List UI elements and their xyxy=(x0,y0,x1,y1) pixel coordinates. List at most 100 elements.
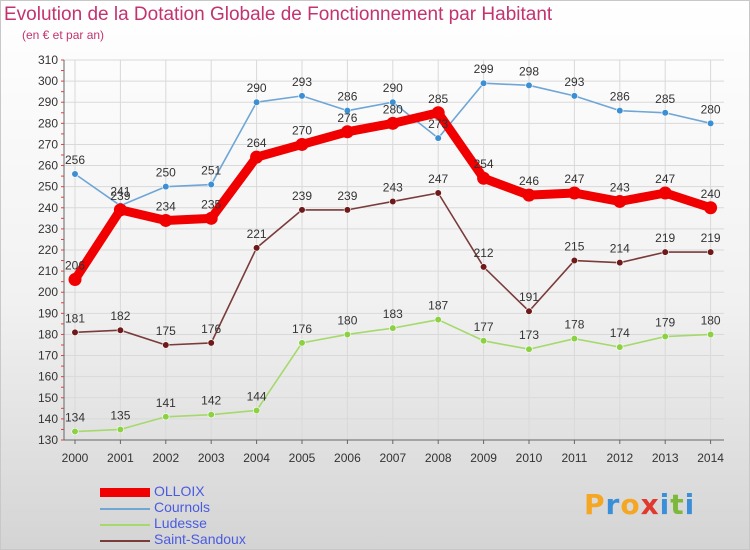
x-tick-label: 2001 xyxy=(107,451,134,465)
data-point-olloix xyxy=(340,125,354,139)
y-tick-label: 300 xyxy=(38,74,58,88)
data-point-olloix xyxy=(613,194,627,208)
x-tick-label: 2005 xyxy=(289,451,316,465)
data-label-cournols: 298 xyxy=(519,64,539,78)
data-label-cournols: 293 xyxy=(292,75,312,89)
data-point-ludesse xyxy=(616,343,624,351)
data-point-olloix xyxy=(522,188,536,202)
legend-label-cournols: Cournols xyxy=(154,499,211,515)
data-label-olloix: 234 xyxy=(156,199,176,213)
data-label-cournols: 241 xyxy=(110,185,130,199)
data-label-saint-sandoux: 239 xyxy=(337,189,357,203)
data-label-saint-sandoux: 214 xyxy=(610,242,630,256)
data-point-saint-sandoux xyxy=(298,206,306,214)
y-tick-label: 130 xyxy=(38,433,58,447)
data-point-cournols xyxy=(616,107,624,115)
y-tick-label: 190 xyxy=(38,306,58,320)
x-tick-label: 2012 xyxy=(606,451,633,465)
data-point-olloix xyxy=(250,150,264,164)
data-point-olloix xyxy=(204,211,218,225)
data-point-ludesse xyxy=(116,425,124,434)
x-tick-label: 2003 xyxy=(198,451,225,465)
data-point-ludesse xyxy=(207,411,215,419)
data-point-saint-sandoux xyxy=(343,206,352,214)
chart-title: Evolution de la Dotation Globale de Fonc… xyxy=(4,4,553,25)
data-point-ludesse xyxy=(298,339,306,347)
proxiti-logo: Proxiti xyxy=(584,488,695,521)
data-label-ludesse: 134 xyxy=(65,411,85,425)
data-point-saint-sandoux xyxy=(706,248,715,256)
data-label-olloix: 247 xyxy=(655,172,675,186)
y-tick-label: 220 xyxy=(38,243,58,257)
y-tick-label: 270 xyxy=(38,137,58,151)
logo-letter: i xyxy=(684,488,696,521)
data-label-olloix: 206 xyxy=(65,259,85,273)
x-tick-label: 2006 xyxy=(334,451,361,465)
data-label-cournols: 285 xyxy=(655,92,675,106)
data-label-saint-sandoux: 191 xyxy=(519,290,539,304)
legend-item-cournols: Cournols xyxy=(100,499,360,516)
y-tick-label: 240 xyxy=(38,201,58,215)
x-tick-label: 2007 xyxy=(379,451,406,465)
data-label-saint-sandoux: 215 xyxy=(564,240,584,254)
data-point-olloix xyxy=(431,106,445,120)
logo-letter: o xyxy=(620,488,641,521)
logo-letter: P xyxy=(584,488,606,521)
data-label-cournols: 273 xyxy=(428,117,448,131)
data-point-ludesse xyxy=(389,324,397,332)
data-label-cournols: 286 xyxy=(337,90,357,104)
data-label-cournols: 251 xyxy=(201,164,221,178)
logo-letter: x xyxy=(640,488,660,521)
data-point-saint-sandoux xyxy=(616,259,624,267)
y-tick-label: 280 xyxy=(38,116,58,130)
data-label-ludesse: 178 xyxy=(564,318,584,332)
data-point-ludesse xyxy=(253,406,261,415)
data-point-olloix xyxy=(477,171,491,185)
data-label-ludesse: 173 xyxy=(519,328,539,342)
y-tick-label: 160 xyxy=(38,370,58,384)
data-point-ludesse xyxy=(71,427,79,436)
data-label-olloix: 276 xyxy=(337,111,357,125)
data-point-ludesse xyxy=(434,316,442,324)
data-label-saint-sandoux: 243 xyxy=(383,180,403,194)
data-point-saint-sandoux xyxy=(661,248,669,256)
legend-label-ludesse: Ludesse xyxy=(154,515,207,531)
data-point-olloix xyxy=(113,203,127,217)
data-label-cournols: 280 xyxy=(701,102,721,116)
y-tick-label: 180 xyxy=(38,327,58,341)
data-label-olloix: 254 xyxy=(474,157,494,171)
data-point-olloix xyxy=(658,186,672,200)
data-label-olloix: 243 xyxy=(610,180,630,194)
data-label-olloix: 240 xyxy=(701,187,721,201)
data-label-ludesse: 176 xyxy=(292,322,312,336)
y-tick-label: 140 xyxy=(38,412,58,426)
data-point-cournols xyxy=(71,170,79,178)
data-point-saint-sandoux xyxy=(162,341,170,349)
y-tick-label: 250 xyxy=(38,180,58,194)
data-label-cournols: 290 xyxy=(383,81,403,95)
data-label-olloix: 280 xyxy=(383,102,403,116)
chart-subtitle: (en € et par an) xyxy=(22,28,105,42)
x-tick-label: 2011 xyxy=(561,451,587,465)
data-label-olloix: 235 xyxy=(201,197,221,211)
x-tick-label: 2008 xyxy=(425,451,452,465)
data-point-saint-sandoux xyxy=(253,244,261,252)
data-label-cournols: 293 xyxy=(564,75,584,89)
x-tick-label: 2014 xyxy=(697,451,724,465)
data-label-saint-sandoux: 182 xyxy=(110,309,130,323)
data-point-saint-sandoux xyxy=(207,339,215,347)
legend-item-saint-sandoux: Saint-Sandoux xyxy=(100,531,360,548)
data-label-ludesse: 144 xyxy=(247,389,267,403)
y-tick-label: 230 xyxy=(38,222,58,236)
data-point-cournols xyxy=(207,180,215,189)
data-point-cournols xyxy=(525,81,533,89)
data-label-ludesse: 180 xyxy=(337,313,357,327)
legend-swatch-olloix xyxy=(100,488,150,497)
y-tick-label: 150 xyxy=(38,391,58,405)
data-point-ludesse xyxy=(661,332,669,341)
data-point-olloix xyxy=(68,273,82,287)
data-point-ludesse xyxy=(525,345,533,353)
data-point-olloix xyxy=(295,137,309,151)
